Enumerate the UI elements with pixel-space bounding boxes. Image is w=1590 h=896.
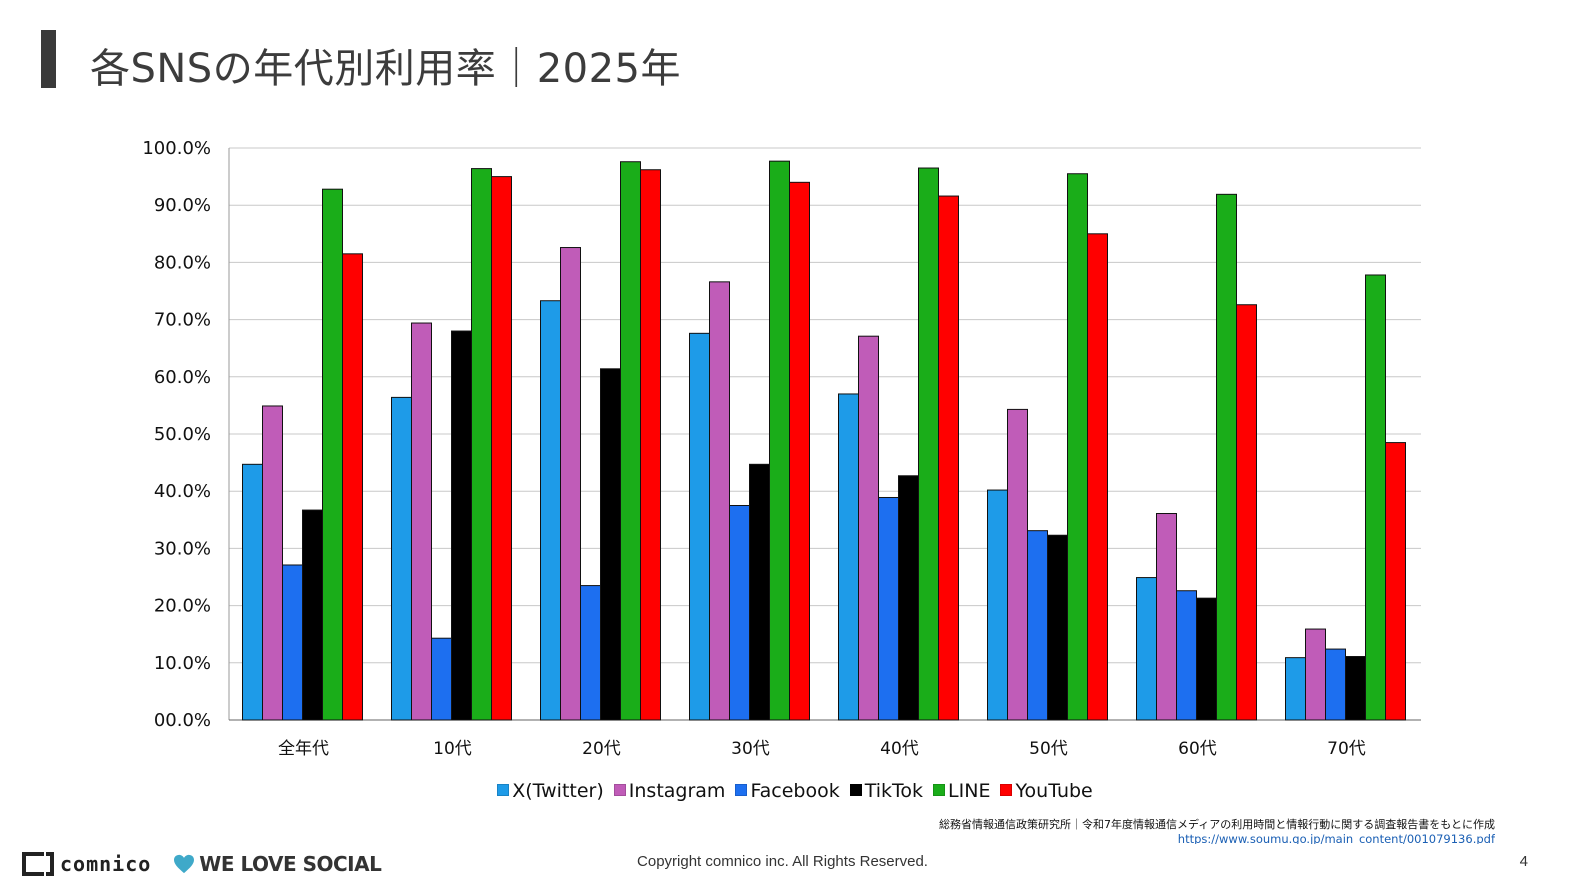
legend-label: TikTok [864, 780, 924, 802]
y-tick-label: 70.0% [154, 310, 211, 331]
bar [580, 585, 601, 721]
x-tick-label: 全年代 [278, 739, 329, 759]
bar [1216, 193, 1237, 721]
legend-label: Facebook [750, 780, 840, 802]
bar [600, 368, 621, 721]
legend-swatch [613, 784, 626, 796]
bar [749, 463, 770, 721]
bar [1305, 628, 1326, 721]
y-tick-label: 100.0% [142, 138, 211, 159]
footer-logo: comnico WE LOVE SOCIAL [22, 848, 382, 880]
bar [918, 167, 939, 721]
legend-entry: X(Twitter) [497, 780, 604, 802]
bar [689, 332, 710, 721]
bar [898, 475, 919, 721]
bar [1136, 577, 1157, 721]
chart-legend: X(Twitter) Instagram Facebook TikTok LINE You… [0, 780, 1590, 802]
bar [540, 300, 561, 721]
x-tick-label: 40代 [880, 739, 919, 759]
bar [620, 161, 641, 721]
bar [1385, 442, 1406, 721]
bar [858, 335, 879, 721]
x-tick-label: 30代 [731, 739, 770, 759]
legend-entry: LINE [933, 780, 990, 802]
bar [431, 637, 452, 721]
legend-swatch [1000, 784, 1013, 796]
bar [491, 176, 512, 721]
bar [471, 168, 492, 721]
legend-entry: TikTok [849, 780, 924, 802]
legend-swatch [735, 784, 748, 796]
legend-swatch [849, 784, 862, 796]
y-tick-label: 20.0% [154, 596, 211, 617]
legend-label: Instagram [628, 780, 726, 802]
comnico-logo-icon [22, 852, 54, 876]
legend-label: LINE [948, 780, 991, 802]
bar [1027, 530, 1048, 721]
page-title: 各SNSの年代別利用率｜2025年 [90, 46, 681, 92]
y-tick-label: 50.0% [154, 424, 211, 445]
bar [838, 393, 859, 721]
bar [1285, 657, 1306, 721]
source-text: 総務省情報通信政策研究所｜令和7年度情報通信メディアの利用時間と情報行動に関する… [938, 818, 1495, 831]
bar [1236, 304, 1257, 721]
bar [1087, 233, 1108, 721]
bar [1176, 590, 1197, 721]
bar [709, 281, 730, 721]
legend-swatch [933, 784, 946, 796]
legend-label: YouTube [1015, 780, 1093, 802]
y-tick-label: 30.0% [154, 538, 211, 559]
bar [1345, 656, 1366, 721]
bar [391, 396, 412, 721]
legend-entry: Facebook [735, 780, 840, 802]
tagline: WE LOVE SOCIAL [199, 852, 382, 876]
page-number: 4 [1519, 853, 1528, 870]
legend-entry: YouTube [1000, 780, 1093, 802]
bar [282, 564, 303, 721]
copyright: Copyright comnico inc. All Rights Reserv… [637, 853, 928, 870]
y-tick-label: 60.0% [154, 367, 211, 388]
bar [640, 169, 661, 721]
source-note: 総務省情報通信政策研究所｜令和7年度情報通信メディアの利用時間と情報行動に関する… [939, 818, 1495, 844]
bar [729, 505, 750, 721]
bar [769, 160, 790, 721]
bar [451, 330, 472, 721]
x-tick-label: 60代 [1178, 739, 1217, 759]
bar [262, 405, 283, 721]
bar [938, 195, 959, 721]
bar [1007, 408, 1028, 721]
y-tick-label: 00.0% [154, 710, 211, 731]
logo-text: comnico [60, 852, 152, 876]
bar [1325, 648, 1346, 721]
y-tick-label: 80.0% [154, 252, 211, 273]
bar-chart: 00.0% 10.0% 20.0% 30.0% 40.0% 50.0% 60.0% 70.0%… [142, 138, 1421, 759]
bar [322, 188, 343, 721]
bar [878, 496, 899, 721]
title-accent-bar [41, 30, 56, 88]
bar [342, 253, 363, 721]
bar [560, 247, 581, 721]
bar [302, 509, 323, 721]
bar [1196, 597, 1217, 721]
legend-swatch [497, 784, 510, 796]
y-tick-label: 10.0% [154, 653, 211, 674]
y-tick-label: 90.0% [154, 195, 211, 216]
y-tick-label: 40.0% [154, 481, 211, 502]
heart-icon [174, 854, 195, 874]
bar [789, 181, 810, 721]
bar [1067, 173, 1088, 721]
bar [987, 489, 1008, 721]
x-tick-label: 70代 [1327, 739, 1366, 759]
source-link[interactable]: https://www.soumu.go.jp/main_content/001… [1177, 832, 1495, 844]
bar [1156, 513, 1177, 721]
bar [1047, 534, 1068, 721]
bar [242, 463, 263, 721]
x-tick-label: 20代 [582, 739, 621, 759]
x-tick-label: 10代 [433, 739, 472, 759]
bar [1365, 274, 1386, 721]
x-tick-label: 50代 [1029, 739, 1068, 759]
legend-label: X(Twitter) [512, 780, 604, 802]
legend-entry: Instagram [613, 780, 726, 802]
bar [411, 322, 432, 721]
